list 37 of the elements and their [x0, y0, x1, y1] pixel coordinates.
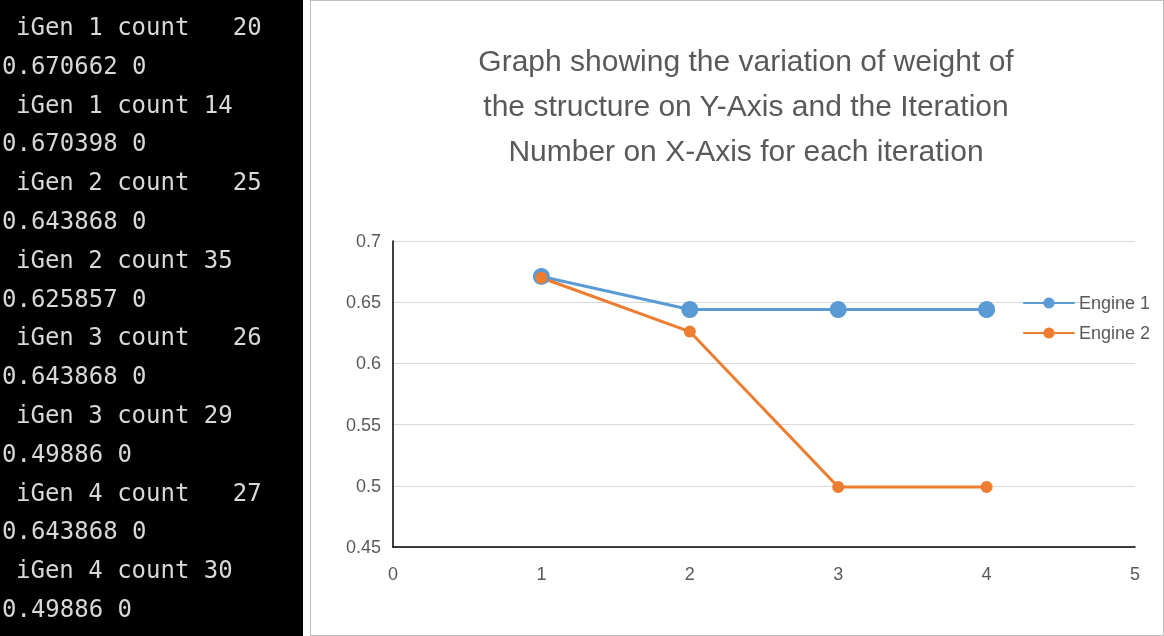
x-tick-label: 3 — [833, 564, 844, 584]
text: 0.49886 0 — [2, 593, 134, 625]
text: iGen 2 count 35 — [15, 244, 234, 276]
text: iGen 4 count 30 — [15, 555, 234, 587]
y-tick-label: 0.45 — [345, 537, 381, 557]
x-tick-label: 1 — [536, 564, 547, 584]
y-tick-label: 0.5 — [355, 475, 381, 496]
point — [832, 481, 845, 494]
text: 0.670398 0 — [2, 128, 148, 160]
text: 0.670662 0 — [2, 50, 148, 82]
point — [683, 325, 696, 338]
text: 0.643868 0 — [2, 206, 148, 237]
point — [829, 301, 847, 319]
point — [978, 301, 996, 319]
x-tick-label: 2 — [684, 564, 695, 584]
y-tick-label: 0.6 — [355, 353, 381, 374]
chart-title: Graph showing the variation of weight of the structure on Y-Axis and the Iteration Number on X-Axis for each iteration — [478, 44, 1015, 167]
text: iGen 1 count 14 — [15, 89, 234, 121]
text: iGen 4 count 27 — [15, 477, 263, 509]
text: 0.643868 0 — [2, 516, 148, 548]
y-tick-label: 0.65 — [345, 292, 381, 313]
text: iGen 3 count 26 — [15, 322, 263, 354]
text: 0.49886 0 — [2, 438, 134, 470]
legend-label: Engine 1 — [1078, 293, 1150, 313]
text: 0.643868 0 — [2, 361, 148, 393]
x-tick-label: 5 — [1129, 564, 1141, 584]
point — [980, 481, 993, 494]
text: iGen 3 count 29 — [15, 399, 234, 431]
x-tick-label: 0 — [387, 564, 399, 584]
text: iGen 1 count 20 — [15, 12, 263, 43]
y-tick-label: 0.7 — [355, 231, 381, 251]
x-tick-label: 4 — [981, 564, 992, 584]
text: 0.625857 0 — [2, 283, 148, 315]
y-tick-label: 0.55 — [345, 414, 381, 435]
legend-label: Engine 2 — [1078, 323, 1150, 343]
text: iGen 2 count 25 — [15, 167, 263, 199]
point — [681, 301, 699, 319]
